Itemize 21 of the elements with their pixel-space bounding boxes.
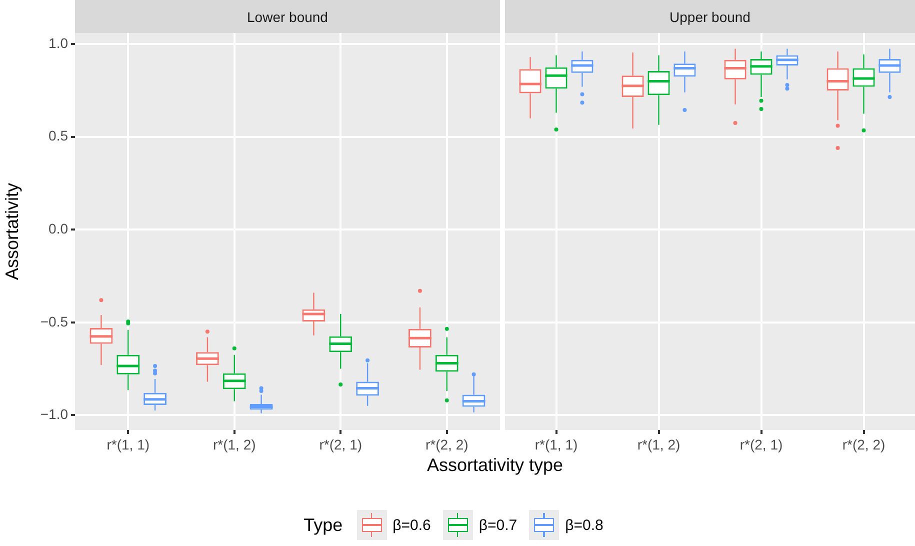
x-tick-label: r*(2, 1)	[319, 436, 362, 452]
y-tick-label: −0.5	[40, 313, 68, 330]
x-tick-label: r*(2, 2)	[842, 436, 886, 452]
y-tick-label: 0.5	[48, 128, 68, 144]
y-tick-label: 1.0	[48, 34, 68, 51]
x-tick-label: r*(1, 1)	[106, 436, 150, 452]
legend-title: Type	[304, 514, 343, 536]
y-tick-label: 0.0	[48, 220, 68, 237]
x-tick-label: r*(1, 1)	[534, 436, 578, 452]
x-tick-label: r*(1, 2)	[212, 436, 256, 452]
legend-label: β=0.7	[478, 516, 518, 534]
x-tick-label: r*(2, 1)	[740, 436, 783, 452]
legend-label: β=0.8	[565, 516, 604, 534]
x-tick-label: r*(1, 2)	[637, 436, 680, 452]
x-axis-title: Assortativity type	[426, 455, 564, 476]
chart-title: Lower bound	[75, 0, 500, 33]
legend-label: β=0.6	[392, 516, 431, 534]
y-tick-label: −1.0	[40, 406, 68, 422]
y-axis-title: Assortativity	[2, 182, 22, 280]
chart-title: Upper bound	[505, 0, 915, 33]
x-tick-label: r*(2, 2)	[425, 436, 468, 452]
